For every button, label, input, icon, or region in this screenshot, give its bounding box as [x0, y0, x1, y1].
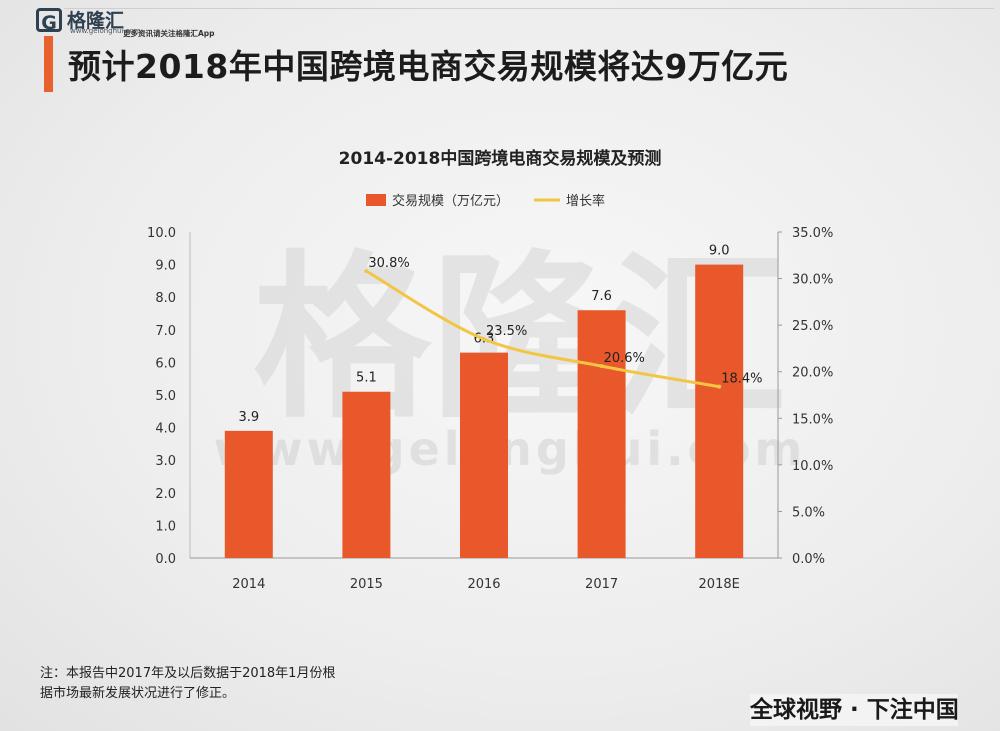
legend-line-label: 增长率 [566, 193, 605, 209]
footnote: 注：本报告中2017年及以后数据于2018年1月份根据市场最新发展状况进行了修正… [40, 666, 336, 701]
growth-rate-line [364, 269, 721, 389]
bar [224, 430, 273, 558]
page-title: 预计2018年中国跨境电商交易规模将达9万亿元 [68, 47, 789, 86]
legend-bar-swatch [366, 194, 386, 206]
plot-area: 0.0 1.0 2.0 3.0 4.0 5.0 6.0 7.0 8.0 9.0 10.0 0.0% 5.… [147, 226, 833, 592]
logo-slogan: 更多资讯请关注格隆汇App [123, 29, 215, 38]
growth-rate-point [599, 364, 604, 369]
brand-logo: G 格隆汇 [36, 6, 125, 34]
bar [342, 391, 391, 558]
growth-rate-point [717, 384, 722, 389]
y-left-tick-label: 4.0 [155, 422, 176, 437]
title-accent-bar [44, 36, 53, 92]
y-left-tick-label: 8.0 [155, 291, 176, 306]
x-tick-label: 2016 [467, 577, 500, 592]
y-left-tick-label: 1.0 [155, 519, 176, 534]
logo-mark-icon: G [36, 7, 62, 34]
y-right-tick-label: 0.0% [792, 552, 825, 567]
y-right-tick-label: 15.0% [792, 412, 833, 427]
logo-name: 格隆汇 [67, 10, 125, 32]
bar-data-label: 7.6 [591, 289, 612, 304]
growth-rate-data-label: 18.4% [721, 372, 762, 387]
x-tick-label: 2017 [585, 577, 618, 592]
bar [695, 264, 744, 558]
bar [460, 352, 508, 558]
logo-url: www.gelonghui.com [70, 27, 141, 35]
chart-legend: 交易规模（万亿元） 增长率 [366, 193, 605, 209]
y-left-tick-label: 7.0 [155, 324, 176, 339]
y-left-tick-label: 6.0 [155, 356, 176, 371]
bottom-slogan: 全球视野 · 下注中国 [750, 694, 959, 726]
legend-bar-label: 交易规模（万亿元） [392, 193, 509, 209]
y-left-tick-label: 9.0 [155, 259, 176, 274]
x-tick-label: 2018E [699, 577, 740, 592]
growth-rate-point [482, 337, 486, 342]
x-tick-label: 2014 [232, 577, 265, 592]
y-right-tick-label: 20.0% [792, 366, 833, 381]
growth-rate-data-label: 20.6% [604, 351, 645, 366]
y-left-tick-label: 2.0 [155, 487, 176, 502]
growth-rate-data-label: 30.8% [368, 256, 409, 271]
x-tick-label: 2015 [350, 577, 383, 592]
y-right-tick-label: 5.0% [792, 505, 825, 520]
y-right-tick-label: 35.0% [792, 226, 833, 241]
chart-title: 2014-2018中国跨境电商交易规模及预测 [339, 148, 662, 169]
y-left-tick-label: 10.0 [147, 226, 176, 241]
y-left-tick-label: 0.0 [155, 552, 176, 567]
y-right-tick-label: 25.0% [792, 319, 833, 334]
y-right-tick-label: 10.0% [792, 459, 833, 474]
top-rule [64, 8, 994, 9]
bar-data-label: 3.9 [238, 410, 259, 425]
bar-data-label: 9.0 [709, 244, 730, 259]
growth-rate-point [364, 269, 369, 274]
y-left-tick-label: 5.0 [155, 389, 176, 404]
growth-rate-data-label: 23.5% [486, 324, 527, 339]
y-right-tick-label: 30.0% [792, 273, 833, 288]
bar-data-label: 5.1 [356, 371, 377, 386]
y-left-tick-label: 3.0 [155, 454, 176, 469]
bar [577, 310, 626, 558]
